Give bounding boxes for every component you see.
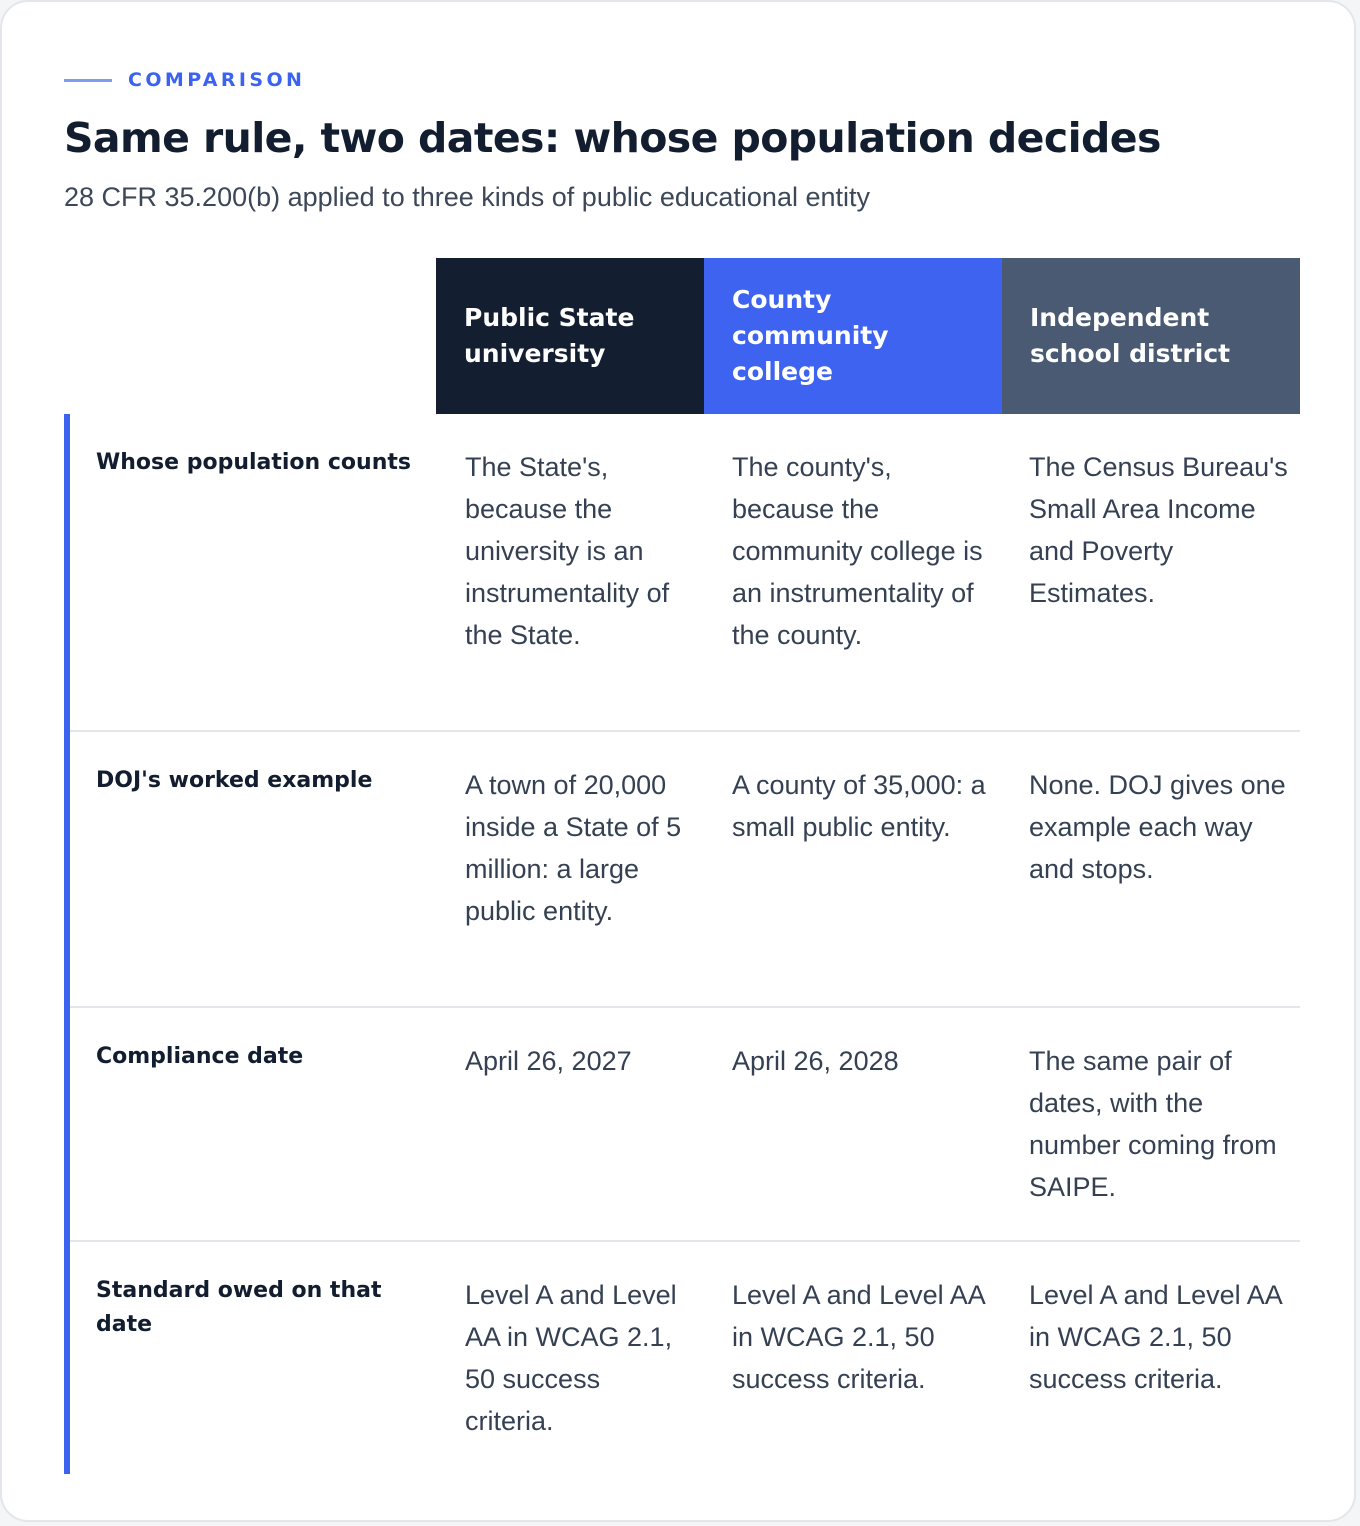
- table-cell: April 26, 2028: [732, 1046, 899, 1076]
- table-cell: Level A and Level AA in WCAG 2.1, 50 suc…: [732, 1280, 985, 1394]
- table-cell: Level A and Level AA in WCAG 2.1, 50 suc…: [465, 1280, 677, 1436]
- page-title: Same rule, two dates: whose population d…: [64, 114, 1161, 162]
- column-header-label: County community college: [732, 285, 889, 386]
- eyebrow-rule: [64, 78, 112, 82]
- row-label: Standard owed on that date: [96, 1278, 382, 1337]
- row-divider: [70, 730, 1300, 732]
- column-header-label: Independent school district: [1030, 303, 1231, 368]
- table-cell: Level A and Level AA in WCAG 2.1, 50 suc…: [1029, 1280, 1282, 1394]
- table-cell: The county's, because the community coll…: [732, 452, 983, 650]
- eyebrow-label: COMPARISON: [128, 69, 306, 91]
- table-cell: A town of 20,000 inside a State of 5 mil…: [465, 770, 682, 926]
- column-header-label: Public State university: [464, 303, 635, 368]
- table-cell: None. DOJ gives one example each way and…: [1029, 770, 1286, 884]
- row-label: Whose population counts: [96, 450, 411, 475]
- page-subtitle: 28 CFR 35.200(b) applied to three kinds …: [64, 182, 870, 212]
- eyebrow: COMPARISON: [64, 66, 305, 94]
- table-cell: A county of 35,000: a small public entit…: [732, 770, 986, 842]
- table-cell: The same pair of dates, with the number …: [1029, 1046, 1277, 1202]
- row-divider: [70, 1006, 1300, 1008]
- table-cell: The Census Bureau's Small Area Income an…: [1029, 452, 1288, 608]
- column-header-school-district: Independent school district: [1002, 258, 1300, 414]
- row-label: DOJ's worked example: [96, 768, 373, 793]
- row-divider: [70, 1240, 1300, 1242]
- table-cell: April 26, 2027: [465, 1046, 632, 1076]
- row-label: Compliance date: [96, 1044, 304, 1069]
- column-header-state-university: Public State university: [436, 258, 704, 414]
- table-cell: The State's, because the university is a…: [465, 452, 670, 650]
- column-header-community-college: County community college: [704, 258, 1002, 414]
- row-accent-bar: [64, 414, 70, 1474]
